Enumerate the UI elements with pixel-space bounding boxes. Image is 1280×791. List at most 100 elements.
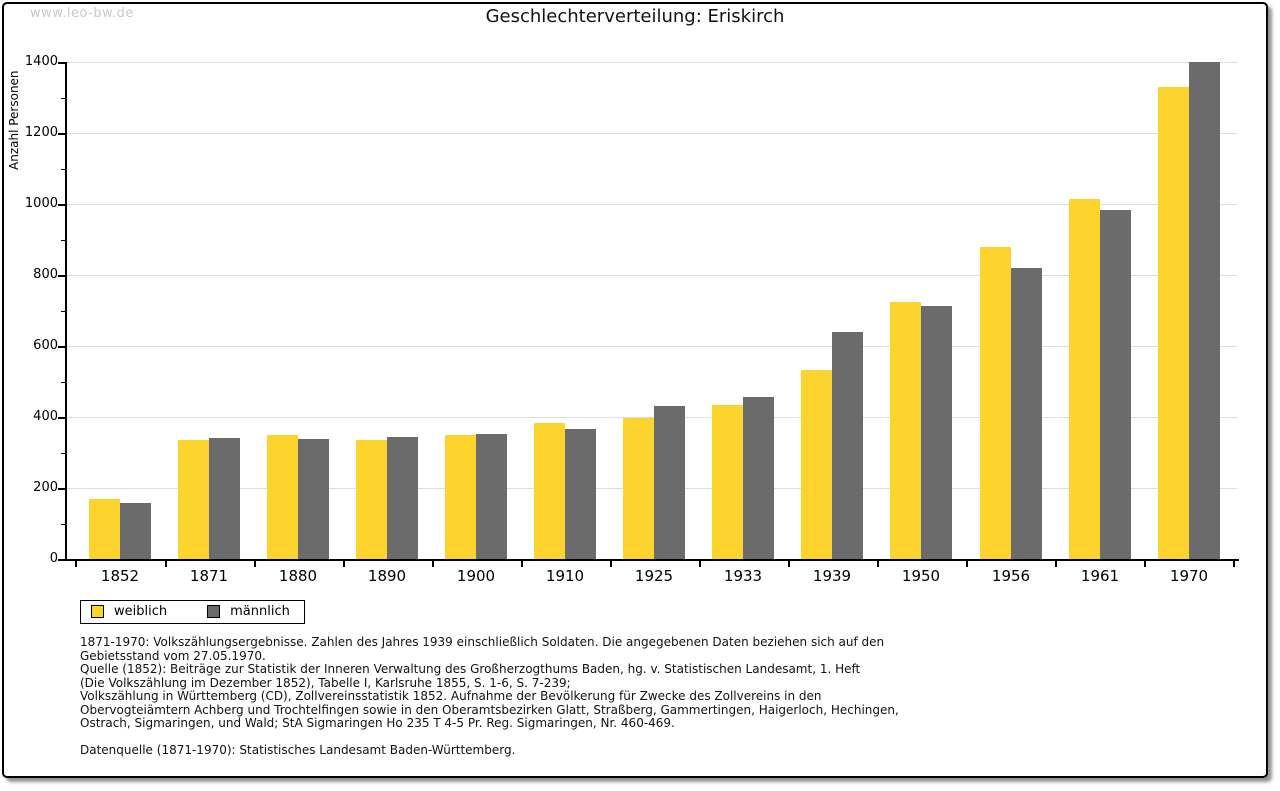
x-axis-tick — [966, 561, 968, 567]
y-axis-tick — [58, 62, 65, 64]
bar-männlich-1925 — [654, 406, 685, 559]
bar-weiblich-1970 — [1158, 87, 1189, 559]
y-axis-tick-label: 1200 — [24, 125, 58, 140]
bar-männlich-1871 — [209, 438, 240, 559]
bar-chart-plot: 0 200 400 600 800 1000 1200 1400 1852 1871 1880 189… — [4, 4, 1266, 776]
bar-weiblich-1880 — [267, 435, 298, 559]
gridline — [67, 133, 1237, 134]
bar-weiblich-1956 — [980, 247, 1011, 559]
x-axis-tick — [1144, 561, 1146, 567]
y-axis-tick-label: 0 — [49, 551, 58, 566]
datasource-line: Datenquelle (1871-1970): Statistisches L… — [80, 742, 516, 757]
y-axis-tick — [58, 133, 65, 135]
bar-männlich-1961 — [1100, 210, 1131, 559]
legend-label-maennlich: männlich — [230, 604, 290, 619]
x-axis-tick-label: 1939 — [812, 567, 852, 585]
y-axis-tick-minor — [61, 98, 65, 99]
bar-weiblich-1900 — [445, 435, 476, 559]
x-axis-tick — [521, 561, 523, 567]
x-axis-tick — [75, 561, 77, 567]
footnote-line: 1871-1970: Volkszählungsergebnisse. Zahl… — [80, 635, 885, 649]
y-axis-tick-minor — [61, 240, 65, 241]
y-axis-tick — [58, 204, 65, 206]
footnote-line: (Die Volkszählung im Dezember 1852), Tab… — [80, 675, 571, 690]
legend-label-weiblich: weiblich — [114, 604, 168, 619]
x-axis-tick-label: 1852 — [100, 567, 140, 585]
footnote-line: Obervogteiämtern Achberg und Trochtelfin… — [80, 702, 899, 717]
bar-weiblich-1950 — [890, 302, 921, 559]
bar-männlich-1852 — [120, 503, 151, 559]
y-axis-tick — [58, 559, 65, 561]
bar-männlich-1890 — [387, 437, 418, 559]
y-axis-tick-label: 1000 — [24, 196, 58, 211]
x-axis-tick — [165, 561, 167, 567]
bar-weiblich-1852 — [89, 499, 120, 559]
x-axis-tick — [877, 561, 879, 567]
bar-weiblich-1910 — [534, 423, 565, 559]
x-axis-tick-label: 1925 — [634, 567, 674, 585]
y-axis-tick-label: 200 — [33, 480, 58, 495]
bar-männlich-1970 — [1189, 62, 1220, 559]
bar-männlich-1950 — [921, 306, 952, 559]
x-axis-tick-label: 1890 — [367, 567, 407, 585]
y-axis-tick-label: 800 — [33, 267, 58, 282]
x-axis-tick-label: 1910 — [545, 567, 585, 585]
gridline — [67, 275, 1237, 276]
bar-männlich-1900 — [476, 434, 507, 559]
bar-weiblich-1890 — [356, 440, 387, 559]
x-axis-line — [65, 559, 1239, 561]
chart-title: Geschlechterverteilung: Eriskirch — [485, 6, 785, 27]
y-axis-tick-minor — [61, 453, 65, 454]
y-axis-tick-label: 400 — [33, 409, 58, 424]
bar-weiblich-1871 — [178, 440, 209, 559]
bar-männlich-1880 — [298, 439, 329, 559]
x-axis-tick-label: 1900 — [456, 567, 496, 585]
bar-männlich-1933 — [743, 397, 774, 559]
y-axis-tick-minor — [61, 311, 65, 312]
footnote-line: Volkszählung in Württemberg (CD), Zollve… — [80, 689, 822, 703]
x-axis-tick — [1233, 561, 1235, 567]
footnote-line: Gebietsstand vom 27.05.1970. — [80, 648, 266, 663]
bar-männlich-1910 — [565, 429, 596, 559]
x-axis-tick — [610, 561, 612, 567]
gridline — [67, 417, 1237, 418]
bar-männlich-1939 — [832, 332, 863, 559]
bar-weiblich-1925 — [623, 418, 654, 559]
x-axis-tick-label: 1956 — [991, 567, 1031, 585]
x-axis-tick — [432, 561, 434, 567]
chart-canvas: www.leo-bw.de Geschlechterverteilung: Er… — [2, 2, 1268, 778]
bar-weiblich-1961 — [1069, 199, 1100, 559]
footnote-line: Ostrach, Sigmaringen, und Wald; StA Sigm… — [80, 716, 675, 730]
x-axis-tick-label: 1880 — [278, 567, 318, 585]
gridline — [67, 62, 1237, 63]
bar-weiblich-1933 — [712, 405, 743, 559]
gridline — [67, 204, 1237, 205]
x-axis-tick — [699, 561, 701, 567]
x-axis-tick — [343, 561, 345, 567]
footnote-line: Quelle (1852): Beiträge zur Statistik de… — [80, 662, 861, 676]
x-axis-tick-label: 1970 — [1169, 567, 1209, 585]
y-axis-tick-minor — [61, 524, 65, 525]
y-axis-tick — [58, 488, 65, 490]
bar-männlich-1956 — [1011, 268, 1042, 559]
y-axis-tick — [58, 275, 65, 277]
source-notes: 1871-1970: Volkszählungsergebnisse. Zahl… — [80, 635, 899, 757]
gridline — [67, 346, 1237, 347]
y-axis-tick-minor — [61, 382, 65, 383]
y-axis-tick-label: 600 — [33, 338, 58, 353]
x-axis-tick-label: 1933 — [723, 567, 763, 585]
y-axis-tick-label: 1400 — [24, 54, 58, 69]
legend-swatch-weiblich — [91, 605, 104, 618]
x-axis-tick-label: 1961 — [1080, 567, 1120, 585]
watermark: www.leo-bw.de — [30, 6, 134, 21]
y-axis-tick — [58, 346, 65, 348]
y-axis-tick — [58, 417, 65, 419]
y-axis-tick-minor — [61, 169, 65, 170]
y-axis-line — [65, 62, 67, 561]
legend-swatch-maennlich — [207, 605, 221, 618]
x-axis-tick — [1055, 561, 1057, 567]
x-axis-tick — [254, 561, 256, 567]
x-axis-tick-label: 1871 — [189, 567, 229, 585]
bar-weiblich-1939 — [801, 370, 832, 559]
legend: weiblich männlich — [80, 600, 305, 624]
